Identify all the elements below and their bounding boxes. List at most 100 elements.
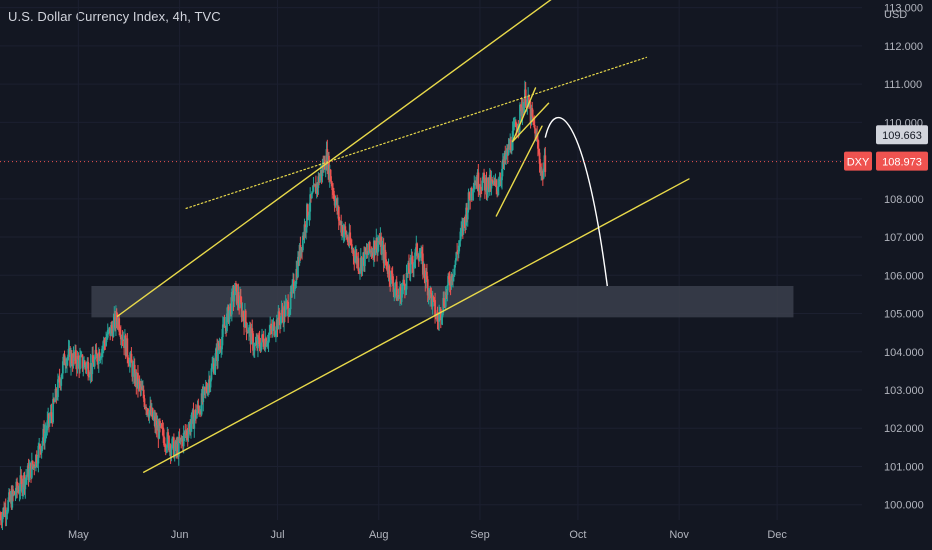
candle-body bbox=[368, 241, 371, 251]
candle-body bbox=[411, 257, 414, 264]
candle-body bbox=[485, 177, 488, 195]
y-tick-label: 102.000 bbox=[884, 423, 924, 435]
candle-body bbox=[384, 249, 387, 260]
candle-body bbox=[77, 355, 80, 360]
trendline-flag-left bbox=[511, 87, 537, 143]
candle-body bbox=[143, 398, 146, 407]
candle-body bbox=[61, 373, 63, 379]
candle-body bbox=[20, 475, 23, 479]
candle-body bbox=[56, 397, 59, 398]
candle-body bbox=[423, 264, 426, 277]
candle-body bbox=[170, 448, 173, 455]
candle-body bbox=[72, 353, 75, 366]
y-tick-label: 107.000 bbox=[884, 232, 924, 244]
candle-body bbox=[35, 454, 38, 464]
candle-body bbox=[261, 334, 264, 339]
candle-body bbox=[12, 489, 14, 495]
candle-body bbox=[121, 336, 124, 341]
candle-body bbox=[463, 218, 466, 220]
symbol-tag bbox=[844, 151, 872, 171]
candle-body bbox=[294, 283, 297, 289]
candle-body bbox=[408, 262, 410, 273]
candle-body bbox=[426, 279, 429, 296]
y-tick-label: 106.000 bbox=[884, 270, 924, 282]
candle-body bbox=[526, 99, 529, 108]
candle-body bbox=[26, 475, 28, 478]
candle-body bbox=[198, 408, 201, 414]
candle-body bbox=[420, 251, 423, 257]
candle-body bbox=[165, 447, 168, 450]
candle-body bbox=[7, 500, 10, 512]
y-tick-label: 100.000 bbox=[884, 500, 924, 512]
candle-body bbox=[217, 343, 219, 362]
candle-body bbox=[235, 283, 237, 285]
candle-body bbox=[336, 199, 339, 211]
candle-body bbox=[44, 431, 47, 434]
x-tick-label: Sep bbox=[470, 529, 490, 541]
price-axis[interactable]: 100.000 101.000 102.000 103.000 104.000 105.0… bbox=[884, 3, 924, 512]
candle-body bbox=[443, 298, 445, 306]
candle-body bbox=[81, 354, 84, 369]
candle-body bbox=[92, 355, 94, 363]
x-tick-label: Jul bbox=[271, 529, 285, 541]
candle-body bbox=[233, 294, 236, 302]
candle-body bbox=[541, 171, 543, 173]
candle-body bbox=[245, 322, 248, 333]
candle-body bbox=[458, 241, 461, 246]
x-tick-label: Oct bbox=[569, 529, 586, 541]
candle-body bbox=[430, 288, 432, 294]
candle-body bbox=[195, 412, 198, 419]
candle-body bbox=[542, 168, 545, 179]
candle-body bbox=[37, 445, 40, 464]
candle-body bbox=[146, 408, 149, 415]
candle-body bbox=[510, 139, 512, 151]
last-price-tag bbox=[876, 151, 928, 171]
candle-body bbox=[190, 412, 193, 424]
candle-body bbox=[207, 385, 210, 394]
candle-body bbox=[103, 340, 106, 343]
candle-body bbox=[391, 273, 394, 284]
candle-body bbox=[533, 124, 536, 129]
candle-body bbox=[252, 333, 254, 351]
candle-body bbox=[33, 464, 36, 468]
candle-body bbox=[257, 336, 260, 339]
candle-body bbox=[350, 244, 353, 250]
candle-body bbox=[205, 386, 208, 392]
candle-body bbox=[444, 292, 447, 307]
candle-body bbox=[394, 289, 396, 290]
candle-body bbox=[190, 423, 192, 432]
candle-body bbox=[412, 263, 415, 269]
candle-body bbox=[66, 356, 69, 360]
candle-body bbox=[85, 363, 88, 369]
candle-body bbox=[137, 372, 139, 389]
candle-body bbox=[309, 194, 312, 212]
candle-body bbox=[230, 291, 233, 315]
candle-body bbox=[220, 349, 223, 351]
candle-body bbox=[370, 250, 373, 255]
candle-body bbox=[434, 300, 436, 317]
candle-body bbox=[21, 487, 24, 493]
candle-body bbox=[265, 338, 268, 347]
candle-body bbox=[145, 406, 148, 411]
candle-body bbox=[491, 179, 494, 181]
candle-body bbox=[403, 279, 405, 285]
x-tick-label: May bbox=[68, 529, 89, 541]
candlestick-series bbox=[0, 80, 547, 531]
candle-body bbox=[253, 345, 256, 351]
candle-body bbox=[275, 332, 277, 335]
candle-body bbox=[266, 343, 268, 347]
candle-body bbox=[34, 467, 37, 469]
y-tick-label: 111.000 bbox=[884, 79, 922, 91]
candle-body bbox=[228, 310, 231, 323]
candle-body bbox=[346, 237, 349, 242]
candle-body bbox=[306, 204, 309, 219]
candle-body bbox=[162, 427, 165, 437]
candle-body bbox=[115, 311, 118, 321]
candle-body bbox=[539, 163, 542, 173]
candle-body bbox=[505, 153, 507, 160]
candle-body bbox=[248, 327, 250, 334]
candle-body bbox=[479, 186, 482, 190]
candle-body bbox=[403, 284, 406, 291]
time-axis[interactable]: May Jun Jul Aug Sep Oct Nov Dec bbox=[68, 529, 787, 541]
